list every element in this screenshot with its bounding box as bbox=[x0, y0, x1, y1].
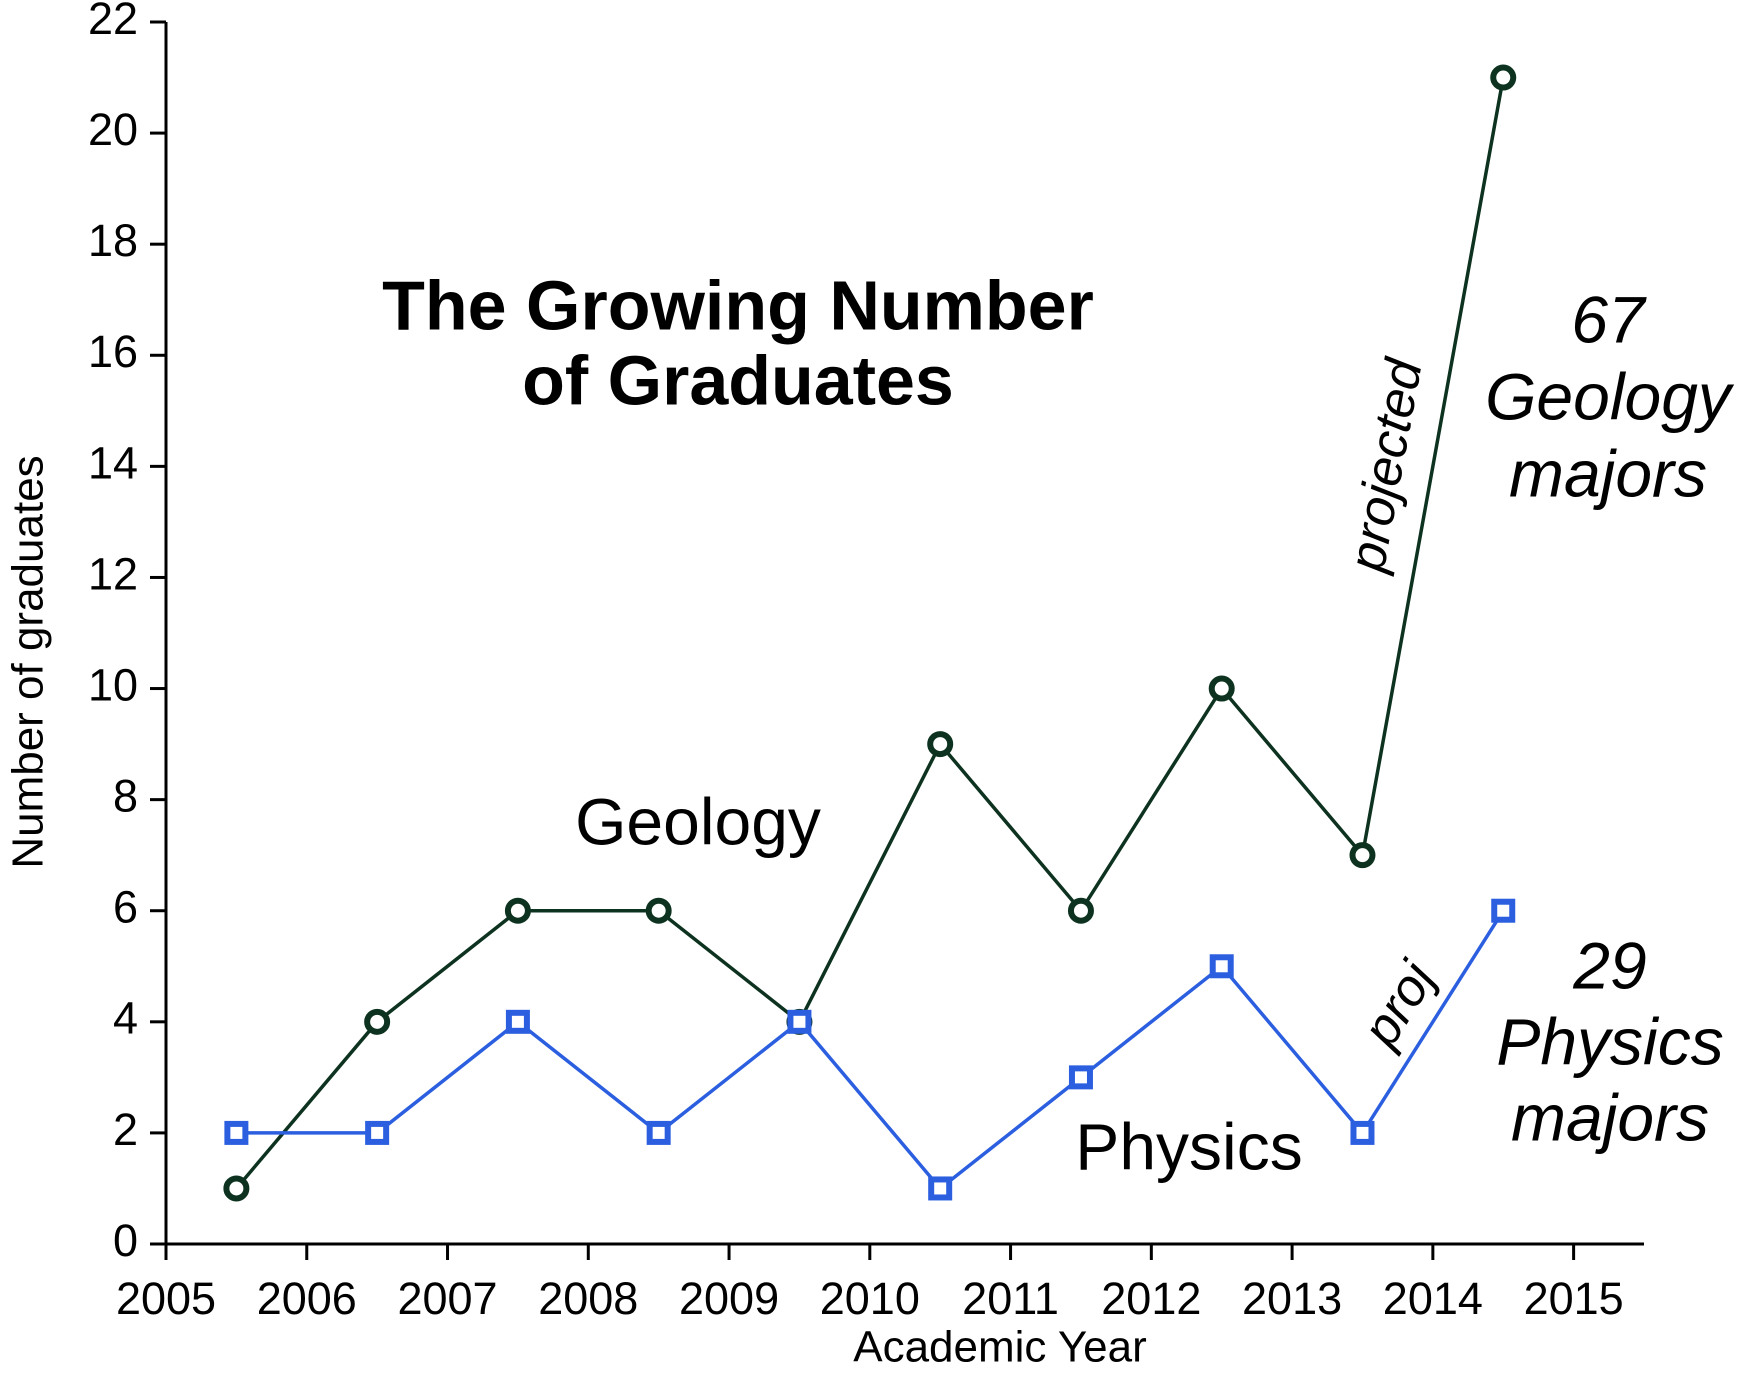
point bbox=[1491, 898, 1516, 923]
point bbox=[787, 1009, 812, 1034]
y-tick-label: 18 bbox=[88, 215, 138, 266]
x-tick-label: 2006 bbox=[257, 1273, 357, 1324]
annotation: majors bbox=[1509, 436, 1707, 510]
y-tick-label: 4 bbox=[113, 993, 138, 1044]
point bbox=[1349, 842, 1376, 869]
annotation: 67 bbox=[1571, 282, 1647, 356]
x-tick-label: 2014 bbox=[1383, 1273, 1483, 1324]
point bbox=[1068, 1065, 1093, 1090]
y-tick-label: 22 bbox=[88, 0, 138, 44]
series-line bbox=[236, 909, 1505, 1191]
point bbox=[928, 1176, 953, 1201]
annotation: majors bbox=[1511, 1080, 1709, 1154]
point bbox=[1490, 64, 1517, 91]
y-tick-label: 10 bbox=[88, 659, 138, 710]
annotation: proj bbox=[1351, 951, 1448, 1058]
chart-title: of Graduates bbox=[522, 341, 954, 419]
point bbox=[224, 1120, 249, 1145]
x-tick-label: 2008 bbox=[538, 1273, 638, 1324]
point bbox=[645, 897, 672, 924]
y-tick-label: 16 bbox=[88, 326, 138, 377]
y-tick-label: 6 bbox=[113, 882, 138, 933]
point bbox=[504, 897, 531, 924]
point bbox=[505, 1009, 530, 1034]
x-tick-label: 2011 bbox=[962, 1273, 1059, 1324]
x-tick-label: 2007 bbox=[397, 1273, 497, 1324]
y-tick-label: 14 bbox=[88, 437, 138, 488]
y-tick-label: 2 bbox=[113, 1104, 138, 1155]
x-axis-label: Academic Year bbox=[853, 1323, 1147, 1372]
y-tick-label: 20 bbox=[88, 104, 138, 155]
point bbox=[1067, 897, 1094, 924]
series-label: Geology bbox=[575, 784, 821, 858]
point bbox=[1350, 1120, 1375, 1145]
y-tick-label: 0 bbox=[113, 1215, 138, 1266]
series-label: Physics bbox=[1075, 1109, 1302, 1183]
point bbox=[1209, 954, 1234, 979]
x-tick-label: 2009 bbox=[679, 1273, 779, 1324]
point bbox=[1208, 675, 1235, 702]
x-tick-label: 2015 bbox=[1524, 1273, 1624, 1324]
point bbox=[646, 1120, 671, 1145]
y-axis-label: Number of graduates bbox=[4, 455, 53, 868]
series-line bbox=[235, 77, 1505, 1190]
chart-title: The Growing Number bbox=[382, 266, 1094, 344]
x-tick-label: 2013 bbox=[1242, 1273, 1342, 1324]
x-tick-label: 2005 bbox=[116, 1273, 216, 1324]
point bbox=[365, 1120, 390, 1145]
point bbox=[364, 1008, 391, 1035]
point bbox=[223, 1175, 250, 1202]
annotation: Geology bbox=[1485, 359, 1735, 433]
point bbox=[927, 731, 954, 758]
annotation: Physics bbox=[1496, 1004, 1723, 1078]
x-tick-label: 2012 bbox=[1101, 1273, 1201, 1324]
x-tick-label: 2010 bbox=[820, 1273, 920, 1324]
annotation: 29 bbox=[1572, 928, 1646, 1002]
y-tick-label: 12 bbox=[88, 548, 138, 599]
y-tick-label: 8 bbox=[113, 771, 138, 822]
